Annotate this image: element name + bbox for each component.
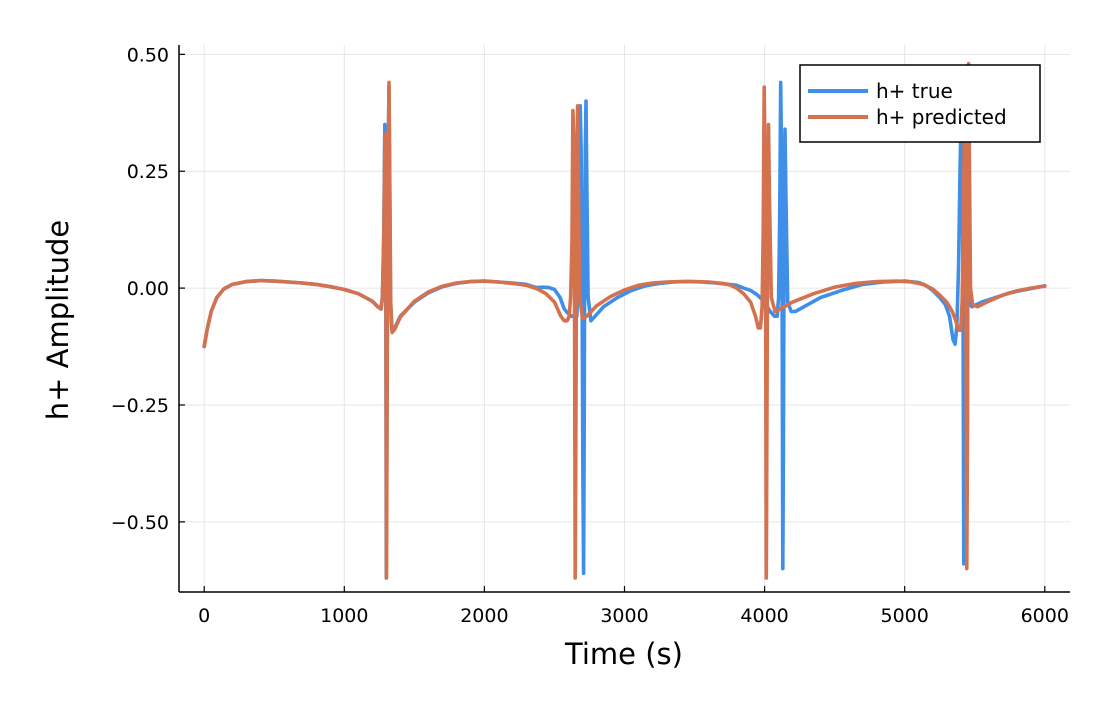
y-axis-title: h+ Amplitude bbox=[41, 220, 75, 421]
axes bbox=[178, 45, 1070, 593]
y-tick-label: 0.00 bbox=[127, 278, 169, 300]
tick-labels: 0 1000 2000 3000 4000 5000 6000 0.50 0.25 0.00 −0.… bbox=[111, 44, 1069, 627]
legend-label-h-predicted: h+ predicted bbox=[876, 105, 1007, 129]
x-axis-title: Time (s) bbox=[564, 637, 683, 671]
x-tick-label: 5000 bbox=[881, 605, 929, 627]
x-tick-label: 1000 bbox=[320, 605, 368, 627]
x-tick-label: 0 bbox=[198, 605, 210, 627]
y-tick-label: 0.25 bbox=[127, 161, 169, 183]
x-tick-label: 6000 bbox=[1021, 605, 1069, 627]
legend-box bbox=[799, 64, 1041, 143]
y-tick-label: 0.50 bbox=[127, 44, 169, 66]
legend: h+ true h+ predicted bbox=[799, 64, 1041, 143]
series-layer bbox=[202, 61, 1047, 580]
y-tick-label: −0.50 bbox=[111, 512, 169, 534]
x-tick-label: 2000 bbox=[460, 605, 508, 627]
series-line-h-predicted bbox=[202, 61, 1047, 580]
x-tick-label: 3000 bbox=[600, 605, 648, 627]
x-tick-label: 4000 bbox=[740, 605, 788, 627]
legend-label-h-true: h+ true bbox=[876, 79, 953, 103]
y-tick-label: −0.25 bbox=[111, 395, 169, 417]
